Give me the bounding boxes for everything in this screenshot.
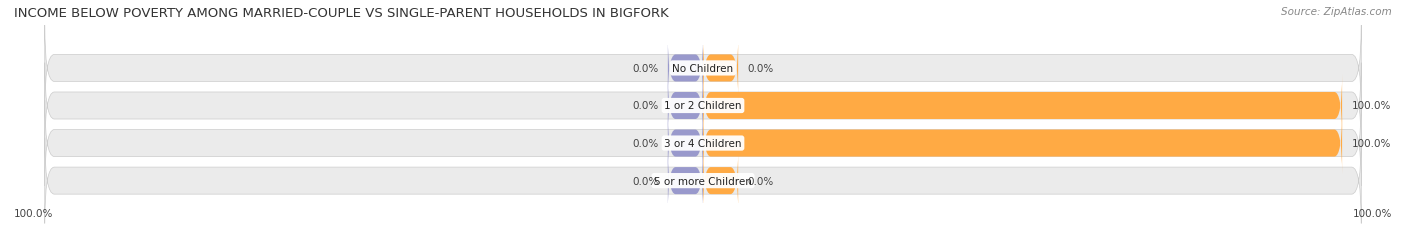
FancyBboxPatch shape	[668, 112, 703, 175]
Text: 0.0%: 0.0%	[748, 176, 773, 186]
FancyBboxPatch shape	[45, 138, 1361, 223]
Text: No Children: No Children	[672, 64, 734, 74]
FancyBboxPatch shape	[668, 149, 703, 212]
FancyBboxPatch shape	[703, 37, 738, 100]
Text: 100.0%: 100.0%	[1351, 138, 1391, 149]
Text: 0.0%: 0.0%	[633, 138, 658, 149]
Text: 0.0%: 0.0%	[633, 176, 658, 186]
Text: 100.0%: 100.0%	[1353, 208, 1392, 218]
FancyBboxPatch shape	[668, 75, 703, 137]
Text: 3 or 4 Children: 3 or 4 Children	[664, 138, 742, 149]
Text: 0.0%: 0.0%	[633, 64, 658, 74]
FancyBboxPatch shape	[45, 26, 1361, 111]
FancyBboxPatch shape	[703, 112, 1343, 175]
Text: 1 or 2 Children: 1 or 2 Children	[664, 101, 742, 111]
Text: 5 or more Children: 5 or more Children	[654, 176, 752, 186]
Text: 0.0%: 0.0%	[748, 64, 773, 74]
Text: 0.0%: 0.0%	[633, 101, 658, 111]
FancyBboxPatch shape	[45, 63, 1361, 149]
FancyBboxPatch shape	[703, 75, 1343, 137]
FancyBboxPatch shape	[668, 37, 703, 100]
FancyBboxPatch shape	[45, 101, 1361, 186]
FancyBboxPatch shape	[703, 149, 738, 212]
Text: INCOME BELOW POVERTY AMONG MARRIED-COUPLE VS SINGLE-PARENT HOUSEHOLDS IN BIGFORK: INCOME BELOW POVERTY AMONG MARRIED-COUPL…	[14, 7, 669, 20]
Text: 100.0%: 100.0%	[14, 208, 53, 218]
Text: Source: ZipAtlas.com: Source: ZipAtlas.com	[1281, 7, 1392, 17]
Text: 100.0%: 100.0%	[1351, 101, 1391, 111]
